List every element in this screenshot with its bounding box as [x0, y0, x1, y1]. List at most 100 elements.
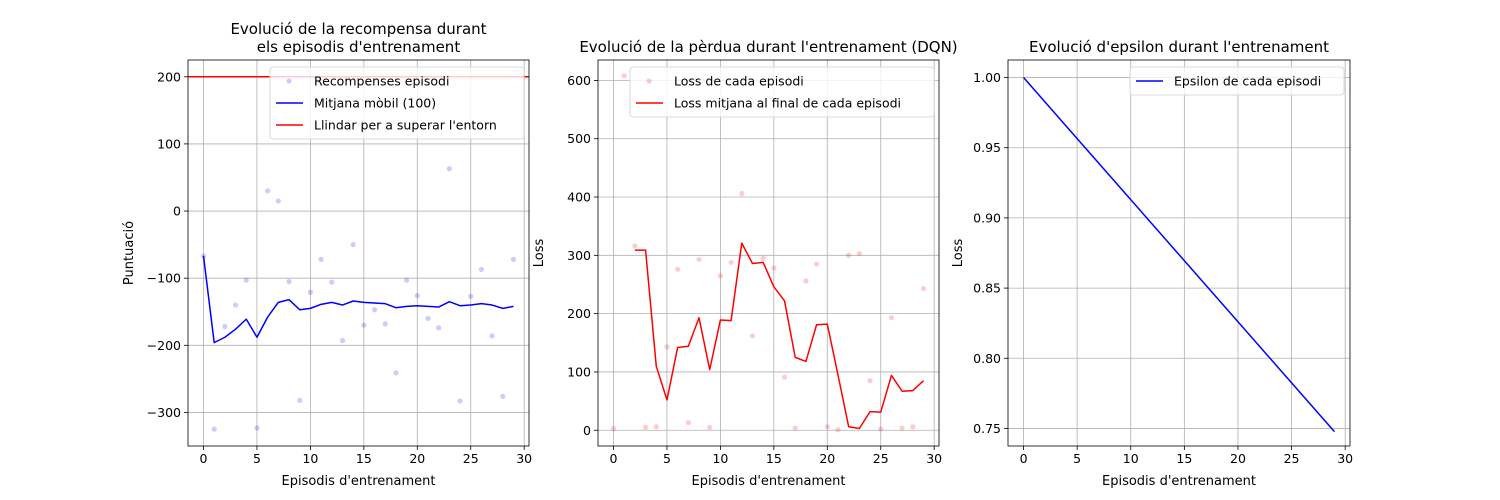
y-tick-label: 0.80 — [973, 351, 1001, 366]
series-line — [202, 255, 514, 344]
scatter-point — [739, 190, 745, 197]
x-tick-label: 10 — [712, 451, 728, 466]
axes-frame — [1007, 59, 1351, 447]
x-axis-label: Episodis d'entrenament — [1102, 474, 1256, 489]
scatter-point — [664, 344, 670, 350]
scatter-point — [675, 266, 681, 272]
scatter-point — [760, 255, 766, 261]
x-tick-label: 5 — [663, 451, 671, 466]
scatter-point — [621, 73, 627, 79]
scatter-point — [728, 259, 734, 265]
y-tick-label: 1.00 — [973, 70, 1001, 85]
x-tick-label: 10 — [1123, 451, 1139, 466]
scatter-point — [393, 370, 399, 376]
x-tick-label: 20 — [409, 451, 425, 466]
scatter-point — [920, 285, 927, 292]
scatter-point — [685, 420, 691, 426]
x-tick-label: 0 — [1020, 451, 1028, 466]
scatter-point — [610, 425, 617, 432]
scatter-point — [856, 250, 862, 257]
y-tick-label: −200 — [147, 338, 181, 353]
y-tick-label: 100 — [157, 136, 181, 151]
x-tick-label: 15 — [1176, 451, 1192, 466]
y-tick-label: 500 — [567, 131, 591, 146]
scatter-point — [867, 378, 873, 384]
legend-label: Llindar per a superar l'entorn — [314, 118, 497, 133]
scatter-point — [468, 293, 474, 299]
scatter-point — [222, 323, 228, 330]
legend-label: Epsilon de cada episodi — [1174, 74, 1321, 89]
scatter-point — [382, 321, 388, 327]
y-tick-label: 400 — [567, 190, 591, 205]
chart-title: els episodis d'entrenament — [257, 38, 461, 56]
series-line — [634, 242, 925, 430]
y-tick-label: 100 — [567, 364, 591, 379]
axes-frame — [597, 59, 940, 447]
x-tick-label: 15 — [766, 451, 782, 466]
scatter-point — [414, 293, 420, 299]
x-tick-label: 0 — [200, 451, 208, 466]
x-axis-label: Episodis d'entrenament — [692, 474, 846, 489]
axes-frame — [187, 59, 530, 447]
scatter-point — [696, 256, 702, 263]
scatter-point — [781, 374, 788, 380]
y-tick-label: 0 — [173, 204, 181, 219]
scatter-point — [318, 256, 324, 262]
x-tick-label: 15 — [356, 451, 372, 466]
scatter-point — [211, 426, 217, 432]
scatter-point — [771, 265, 777, 271]
y-tick-label: −100 — [147, 271, 181, 286]
scatter-point — [232, 302, 239, 308]
scatter-point — [899, 425, 905, 431]
scatter-point — [835, 427, 841, 433]
chart-title: Evolució d'epsilon durant l'entrenament — [1029, 38, 1329, 56]
y-tick-label: −300 — [147, 405, 181, 420]
y-tick-label: 200 — [157, 69, 181, 84]
scatter-point — [814, 261, 820, 267]
scatter-point — [404, 277, 410, 283]
x-tick-label: 5 — [253, 451, 261, 466]
scatter-point — [307, 289, 313, 295]
legend: Loss de cada episodi Loss mitjana al fina… — [629, 66, 935, 118]
legend-marker — [286, 78, 292, 84]
x-tick-label: 30 — [516, 451, 532, 466]
y-tick-label: 0.95 — [973, 140, 1001, 155]
y-axis-label: Puntuació — [122, 221, 137, 285]
legend-label: Recompenses episodi — [314, 74, 449, 89]
scatter-point — [339, 338, 346, 344]
scatter-point — [500, 393, 506, 399]
scatter-point — [632, 243, 638, 249]
scatter-point — [275, 198, 281, 204]
legend-label: Mitjana mòbil (100) — [314, 96, 436, 111]
plot-area — [610, 73, 927, 433]
x-axis-label: Episodis d'entrenament — [282, 474, 436, 489]
scatter-point — [478, 266, 485, 273]
scatter-point — [436, 325, 442, 331]
y-tick-label: 600 — [567, 73, 591, 88]
x-tick-label: 25 — [463, 451, 479, 466]
scatter-point — [707, 424, 713, 430]
legend-box — [629, 66, 935, 118]
scatter-point — [846, 252, 852, 258]
scatter-point — [243, 277, 249, 283]
x-tick-label: 10 — [302, 451, 318, 466]
scatter-point — [749, 333, 756, 339]
chart-title: Evolució de la recompensa durant — [230, 20, 486, 38]
x-tick-label: 5 — [1073, 451, 1081, 466]
scatter-point — [824, 424, 830, 430]
x-tick-label: 20 — [819, 451, 835, 466]
scatter-point — [361, 322, 367, 328]
plot-area — [1022, 77, 1336, 433]
scatter-point — [286, 278, 292, 285]
scatter-point — [425, 315, 431, 322]
legend: Recompenses episodi Mitjana mòbil (100) Ll… — [269, 66, 525, 140]
y-axis-label: Loss — [951, 239, 966, 268]
x-tick-label: 30 — [926, 451, 942, 466]
y-tick-label: 300 — [567, 248, 591, 263]
scatter-point — [371, 307, 378, 313]
scatter-point — [457, 398, 463, 404]
scatter-point — [717, 273, 723, 279]
scatter-point — [642, 424, 649, 430]
scatter-point — [350, 242, 356, 248]
